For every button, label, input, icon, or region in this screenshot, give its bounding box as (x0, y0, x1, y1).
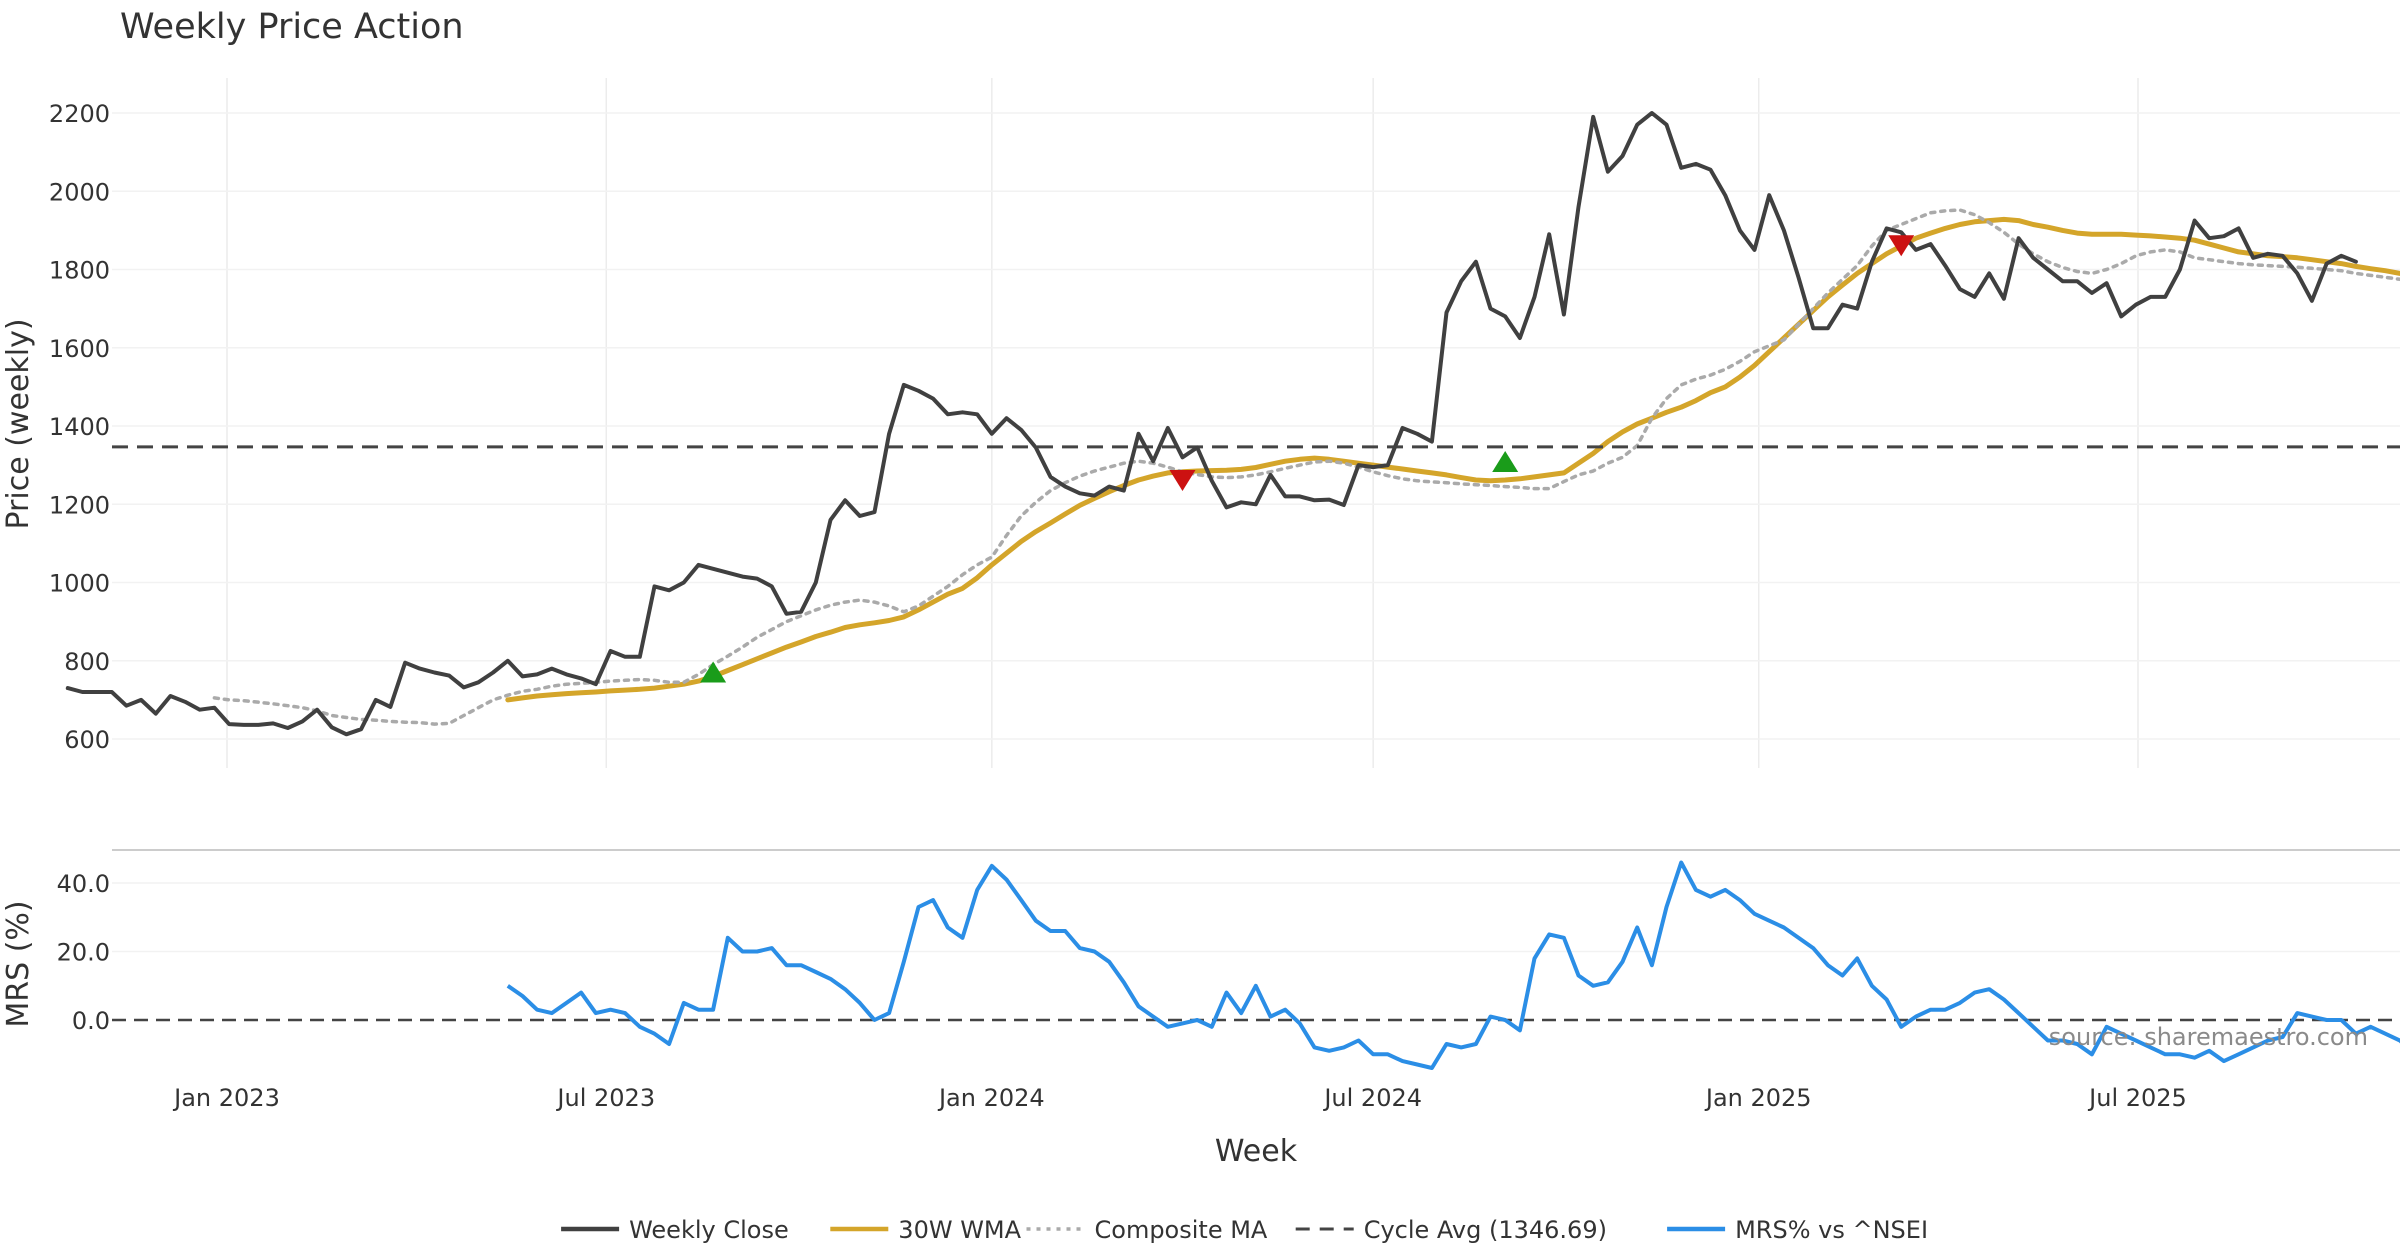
price-y-tick-1400: 1400 (49, 413, 110, 441)
buy-signal-marker-3 (1492, 450, 1519, 472)
price-y-tick-1200: 1200 (49, 491, 110, 519)
legend-label-weekly-close: Weekly Close (629, 1216, 789, 1244)
30w-wma-line (505, 216, 2400, 703)
mrs-gridlines (112, 882, 2400, 953)
legend: Weekly Close 30W WMA Composite MA Cycle Avg… (561, 1216, 1928, 1244)
legend-label-mrs-vs-nsei: MRS% vs ^NSEI (1735, 1216, 1928, 1244)
sell-signal-marker-2 (1169, 469, 1196, 491)
x-tick-jul-2024: Jul 2024 (1322, 1084, 1422, 1112)
mrs-y-axis-label: MRS (%) (1, 900, 36, 1027)
legend-label-composite-ma: Composite MA (1095, 1216, 1268, 1244)
mrs-y-tick-0: 0.0 (72, 1007, 110, 1035)
legend-label-cycle-avg-1346-69: Cycle Avg (1346.69) (1364, 1216, 1607, 1244)
buy-signal-marker-1 (700, 661, 727, 683)
x-tick-jan-2025: Jan 2025 (1704, 1084, 1812, 1112)
price-series-group (65, 111, 2400, 737)
legend-label-30w-wma: 30W WMA (898, 1216, 1021, 1244)
sell-signal-marker-4 (1888, 235, 1915, 257)
mrs-y-tick-20: 20.0 (57, 939, 110, 967)
mrs-y-tick-40: 40.0 (57, 870, 110, 898)
signal-markers (700, 235, 1915, 683)
x-axis-label: Week (1215, 1134, 1298, 1169)
x-tick-jul-2023: Jul 2023 (555, 1084, 655, 1112)
mrs-line (506, 860, 2400, 1070)
weekly-close-line (65, 111, 2358, 737)
axis-labels: Jan 2023 Jul 2023 Jan 2024 Jul 2024 Jan 2025… (49, 100, 2187, 1112)
price-y-tick-800: 800 (64, 648, 110, 676)
price-y-axis-label: Price (weekly) (1, 318, 36, 529)
price-y-tick-2000: 2000 (49, 178, 110, 206)
price-y-tick-1800: 1800 (49, 257, 110, 285)
x-tick-jan-2023: Jan 2023 (172, 1084, 280, 1112)
price-y-tick-1600: 1600 (49, 335, 110, 363)
source-credit: source: sharemaestro.com (2049, 1023, 2368, 1051)
x-tick-jul-2025: Jul 2025 (2087, 1084, 2187, 1112)
price-y-tick-2200: 2200 (49, 100, 110, 128)
mrs-series-group (112, 860, 2400, 1070)
price-y-tick-1000: 1000 (49, 570, 110, 598)
price-y-tick-600: 600 (64, 726, 110, 754)
x-tick-jan-2024: Jan 2024 (937, 1084, 1045, 1112)
price-gridlines (112, 78, 2400, 768)
chart-title: Weekly Price Action (120, 7, 464, 47)
composite-ma-line (212, 208, 2400, 726)
